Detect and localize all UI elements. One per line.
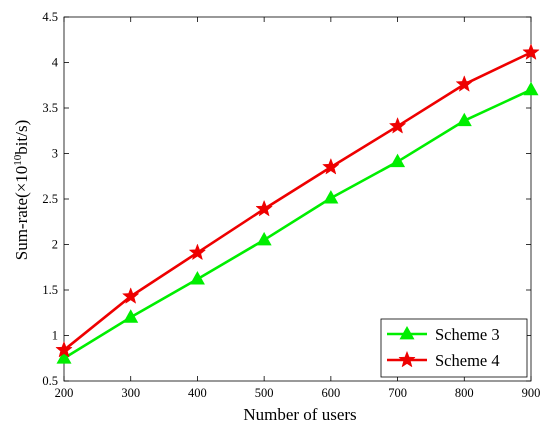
data-point-marker xyxy=(322,157,340,175)
y-axis-title-exponent: 10 xyxy=(12,154,24,166)
y-tick-label: 2.5 xyxy=(42,192,58,206)
y-tick-label: 1.5 xyxy=(42,283,58,297)
legend-item: Scheme 4 xyxy=(387,350,500,370)
y-tick-label: 3.5 xyxy=(42,101,58,115)
data-point-marker xyxy=(255,199,273,217)
x-tick-label: 900 xyxy=(522,386,541,400)
y-tick-label: 3 xyxy=(52,147,58,161)
series-scheme-3 xyxy=(56,81,539,364)
x-tick-label: 200 xyxy=(55,386,74,400)
legend-label: Scheme 3 xyxy=(435,325,500,344)
series-line xyxy=(63,51,532,352)
y-tick-label: 0.5 xyxy=(42,374,58,388)
data-point-marker xyxy=(55,340,73,358)
data-point-marker xyxy=(456,112,472,127)
data-point-marker xyxy=(523,81,539,96)
data-point-marker xyxy=(388,116,407,134)
y-tick-label: 1 xyxy=(52,329,58,343)
data-point-marker xyxy=(455,75,474,92)
y-tick-label: 4 xyxy=(52,56,59,70)
x-tick-label: 700 xyxy=(388,386,407,400)
data-point-marker xyxy=(188,243,207,261)
x-axis-title: Number of users xyxy=(243,405,356,424)
x-tick-label: 500 xyxy=(255,386,274,400)
x-tick-label: 300 xyxy=(121,386,140,400)
legend: Scheme 3 Scheme 4 xyxy=(380,318,528,378)
y-axis-ticks: 0.5 1 1.5 2 2.5 3 3.5 4 4.5 xyxy=(42,10,531,388)
data-point-marker xyxy=(189,271,205,285)
x-axis-ticks: 200 300 400 500 600 700 800 900 xyxy=(55,17,541,400)
legend-marker xyxy=(398,350,416,368)
data-point-marker xyxy=(323,190,339,204)
data-point-marker xyxy=(522,43,540,60)
legend-item: Scheme 3 xyxy=(387,325,500,344)
data-point-marker xyxy=(121,287,140,304)
y-axis-title: Sum-rate(×1010bit/s) xyxy=(12,120,31,261)
data-point-marker xyxy=(390,153,406,168)
y-tick-label: 2 xyxy=(52,238,58,252)
series-line xyxy=(63,88,532,360)
x-tick-label: 600 xyxy=(321,386,340,400)
data-point-marker xyxy=(256,231,272,246)
x-tick-label: 800 xyxy=(455,386,474,400)
legend-box xyxy=(380,318,528,378)
series-layer xyxy=(55,43,540,364)
y-axis-title-main: Sum-rate(×10 xyxy=(12,166,31,261)
y-axis-title-unit: bit/s) xyxy=(12,120,31,155)
data-point-marker xyxy=(123,309,139,323)
legend-label: Scheme 4 xyxy=(435,351,500,370)
x-tick-label: 400 xyxy=(188,386,207,400)
y-tick-label: 4.5 xyxy=(42,10,58,24)
data-point-marker xyxy=(56,350,72,364)
series-scheme-4 xyxy=(55,43,540,358)
legend-marker xyxy=(399,325,415,340)
